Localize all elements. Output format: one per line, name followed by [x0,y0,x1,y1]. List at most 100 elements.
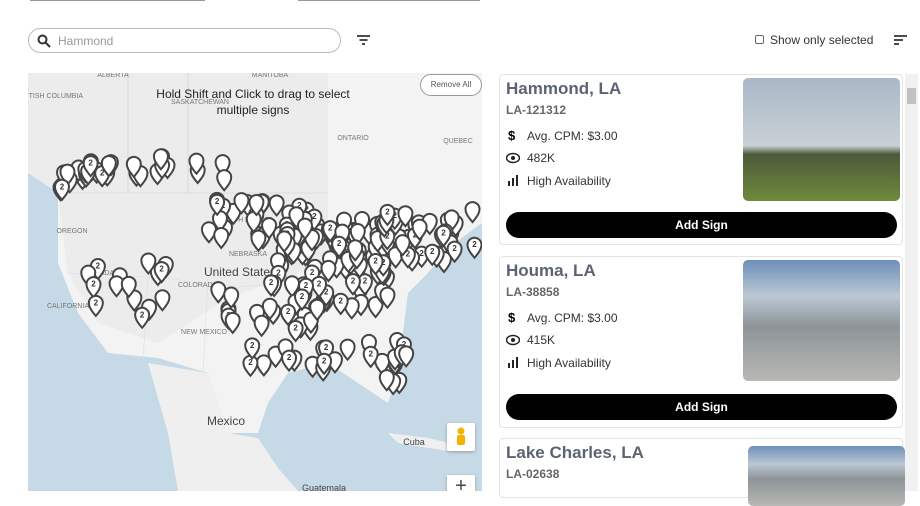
map-pin[interactable] [253,314,270,338]
pin-shape [250,229,267,253]
checkbox-label[interactable]: Show only selected [770,33,874,47]
map-pin[interactable]: 2 [281,349,298,373]
cluster-label: 2 [310,268,315,277]
map-label: United States [204,265,276,279]
map-pin[interactable]: 2 [280,303,297,327]
map-pin[interactable] [125,155,142,179]
map-pin[interactable]: 2 [446,240,463,264]
listing-photo [748,446,905,506]
map-pin[interactable]: 2 [209,193,226,217]
map-pin[interactable] [320,259,337,283]
map-pin[interactable]: 2 [134,306,151,330]
map-pin[interactable] [224,311,241,335]
map-pin[interactable] [248,194,265,217]
map-pin[interactable] [250,229,267,253]
map-pin[interactable]: 2 [466,236,482,260]
map-label: NEW MEXICO [181,329,227,336]
map-pin[interactable] [367,296,384,319]
map-pin[interactable] [349,223,366,246]
listing-id: LA-38858 [506,285,560,299]
map-pin[interactable]: 2 [435,224,452,248]
map-pin[interactable] [120,275,137,299]
map-pin[interactable]: 2 [244,337,261,360]
map-pin[interactable] [398,345,415,368]
map-pin[interactable] [268,194,285,217]
map-pin[interactable] [223,286,240,310]
map-pin[interactable]: 2 [331,235,348,259]
add-sign-button[interactable]: Add Sign [506,212,897,238]
map-pin[interactable]: 2 [316,352,333,376]
map-pin[interactable] [296,217,313,241]
map-pin[interactable]: 2 [153,261,170,284]
listing-card[interactable]: Hammond, LA LA-121312 $ Avg. CPM: $3.00 482K… [499,74,903,245]
map-pin[interactable] [233,192,250,215]
views-text: 482K [527,151,556,165]
map-pin[interactable] [255,354,272,377]
map-pin[interactable] [261,297,278,321]
checkbox[interactable] [755,35,764,44]
pin-shape [464,201,481,224]
map-pin[interactable] [140,252,157,276]
map-pin[interactable]: 2 [87,294,104,318]
map-pin[interactable] [152,148,169,171]
map-pin[interactable] [261,217,278,240]
sort-icon[interactable] [893,34,909,46]
cluster-label: 2 [276,268,281,277]
cluster-label: 2 [351,277,356,286]
pin-shape [224,311,241,335]
icon [506,152,520,164]
pin-shape [367,296,384,319]
map-pin[interactable]: 2 [53,178,70,202]
map-pin[interactable] [374,352,391,376]
map-pin[interactable] [283,275,300,298]
search-box[interactable]: Hammond [28,28,341,53]
pin-shape [233,192,250,215]
search-placeholder: Hammond [58,34,114,48]
map-pin[interactable] [188,152,205,176]
map-pin[interactable]: 2 [82,155,99,178]
zoom-in-button[interactable]: + [447,475,475,491]
listing-card[interactable]: Houma, LA LA-38858 $ Avg. CPM: $3.00 415K Hig… [499,256,903,428]
map-pin[interactable]: 2 [263,274,280,297]
map-pin[interactable] [378,369,395,392]
map-pin[interactable] [339,338,356,362]
add-sign-button[interactable]: Add Sign [506,394,897,420]
listing-cpm: $ Avg. CPM: $3.00 [506,311,618,325]
map-pin[interactable] [379,286,396,310]
map-pin[interactable] [216,169,233,192]
map-pin[interactable]: 2 [85,276,102,299]
map-pin[interactable] [100,155,117,178]
map-pin[interactable]: 2 [344,273,361,296]
map-pin[interactable] [464,201,481,224]
map-pin[interactable]: 2 [287,319,304,343]
map-pin[interactable]: 2 [367,253,384,276]
map-label: COLORADO [178,282,219,289]
cluster-label: 2 [159,265,164,274]
remove-all-button[interactable]: Remove All [420,74,482,96]
cluster-label: 2 [441,228,446,237]
map-pin[interactable]: 2 [332,292,349,316]
cluster-label: 2 [317,279,322,288]
map-pin[interactable] [213,226,230,250]
map-pin[interactable]: 2 [379,203,396,227]
map-pin[interactable]: 2 [293,288,310,312]
map-pin[interactable] [397,205,414,228]
listing-card[interactable]: Lake Charles, LA LA-02638 [499,438,905,506]
map-pin[interactable] [394,234,411,257]
pin-shape [339,338,356,362]
filter-icon[interactable] [356,34,372,46]
map-pin[interactable]: 2 [362,345,379,369]
pin-shape [263,274,280,297]
cluster-label: 2 [297,201,302,210]
map[interactable]: ALBERTA MANITOBA BRITISH COLUMBIA SASKATCHE… [28,73,482,491]
map-pin[interactable] [347,239,364,262]
map-pin[interactable] [154,289,171,312]
map-pin[interactable] [309,298,326,322]
cluster-label: 2 [363,277,368,286]
pin-shape [379,286,396,310]
map-pin[interactable] [411,218,428,242]
map-pin[interactable] [276,230,293,253]
scrollbar[interactable] [905,74,918,491]
map-pin[interactable]: 2 [424,243,441,267]
street-view-button[interactable] [447,423,475,451]
